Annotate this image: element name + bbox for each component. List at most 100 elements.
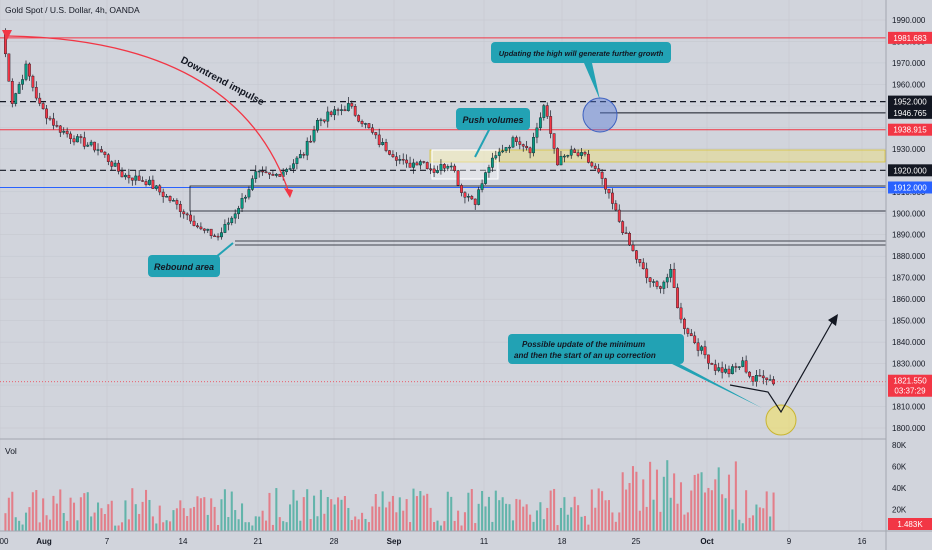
downtrend-arrow[interactable] — [7, 35, 291, 197]
volume-bar — [319, 489, 322, 531]
volume-bar — [772, 492, 775, 531]
volume-bar — [350, 520, 353, 531]
volume-bar — [470, 489, 473, 531]
candle-body — [154, 185, 158, 189]
candle-body — [343, 109, 347, 112]
volume-bar — [93, 512, 96, 531]
volume-bar — [628, 483, 631, 531]
volume-bar — [100, 508, 103, 531]
volume-bar — [289, 504, 292, 531]
candle-body — [741, 360, 745, 367]
candle-body — [552, 133, 556, 149]
candle-body — [17, 84, 21, 94]
volume-bar — [570, 507, 573, 531]
volume-bar — [268, 492, 271, 531]
projection-arrow-head — [828, 314, 838, 326]
resistance-zone[interactable] — [429, 149, 886, 163]
volume-bar — [206, 514, 209, 531]
volume-bar — [199, 498, 202, 531]
volume-bar — [703, 492, 707, 531]
volume-bar — [330, 499, 333, 531]
volume-bar — [172, 510, 175, 531]
candle-body — [223, 224, 227, 233]
volume-bar — [120, 522, 124, 531]
volume-bar — [549, 490, 552, 531]
candle-body — [69, 133, 72, 139]
candle-body — [617, 209, 621, 222]
callout-minimum[interactable]: Possible update of the minimum and then … — [508, 334, 684, 364]
candle-body — [727, 368, 731, 375]
candle-body — [425, 162, 429, 169]
volume-bar — [697, 473, 700, 531]
candle-body — [271, 174, 275, 176]
minimum-callout-box — [508, 334, 684, 364]
volume-bar — [563, 497, 566, 531]
candle-body — [312, 129, 316, 142]
volume-bar — [529, 514, 532, 531]
volume-tick-label: 40K — [892, 484, 907, 493]
candle-body — [693, 335, 697, 344]
candle-body — [261, 170, 265, 173]
downtrend-arrow-head — [284, 188, 293, 198]
volume-bar — [494, 490, 497, 531]
volume-bar — [213, 506, 216, 531]
volume-bar — [18, 520, 21, 531]
volume-bar — [566, 514, 569, 531]
time-tick-label: 18 — [558, 537, 567, 546]
volume-bar — [38, 522, 41, 531]
level-tag-value: 1912.000 — [893, 183, 927, 192]
candle-body — [484, 172, 487, 184]
volume-axis-labels: 80K 60K 40K 20K — [892, 441, 907, 515]
volume-bar — [724, 498, 727, 531]
target-circle[interactable] — [765, 404, 797, 436]
price-tick-label: 1850.000 — [892, 317, 926, 326]
callout-rebound[interactable]: Rebound area — [148, 255, 220, 277]
candle-body — [672, 268, 676, 288]
rebound-callout-box — [148, 255, 220, 277]
time-tick-label: 25 — [632, 537, 641, 546]
current-price-countdown: 03:37:29 — [894, 387, 926, 396]
candle-body — [717, 367, 721, 371]
candle-body — [590, 162, 594, 167]
volume-bar — [275, 488, 278, 531]
candle-body — [645, 268, 649, 278]
candle-body — [494, 155, 498, 159]
candle-body — [504, 147, 508, 152]
volume-bar — [594, 507, 597, 531]
high-circle[interactable] — [582, 97, 618, 133]
volume-bar — [83, 493, 86, 531]
volume-bar — [601, 491, 604, 531]
candle-body — [31, 75, 35, 88]
candle-body — [442, 164, 446, 169]
candle-body — [237, 208, 241, 215]
projection-path[interactable] — [729, 316, 836, 414]
time-tick-label: 21 — [254, 537, 263, 546]
candle-body — [14, 93, 18, 104]
volume-bar — [621, 472, 624, 531]
volume-bar — [169, 521, 172, 531]
volume-bar — [542, 519, 545, 531]
candle-body — [597, 168, 601, 173]
candle-body — [703, 346, 707, 356]
callout-high[interactable]: Updating the high will generate further … — [491, 42, 671, 63]
volume-bar — [182, 508, 185, 531]
candle-body — [38, 97, 42, 104]
candle-body — [144, 181, 148, 185]
candle-body — [508, 146, 511, 149]
high-callout-pointer — [584, 63, 600, 100]
volume-bar — [165, 520, 168, 531]
volume-bar — [278, 517, 281, 531]
volume-bar — [175, 508, 178, 531]
volume-tick-label: 80K — [892, 441, 907, 450]
volume-bar — [511, 520, 514, 531]
callout-push[interactable]: Push volumes — [456, 108, 530, 130]
candle-body — [93, 141, 96, 151]
volume-bar — [546, 507, 549, 531]
time-tick-label: Sep — [387, 537, 402, 546]
volume-bar — [385, 507, 388, 531]
candle-body — [34, 87, 38, 99]
candle-body — [655, 281, 659, 287]
volume-bar — [741, 523, 744, 531]
candle-body — [401, 159, 405, 161]
